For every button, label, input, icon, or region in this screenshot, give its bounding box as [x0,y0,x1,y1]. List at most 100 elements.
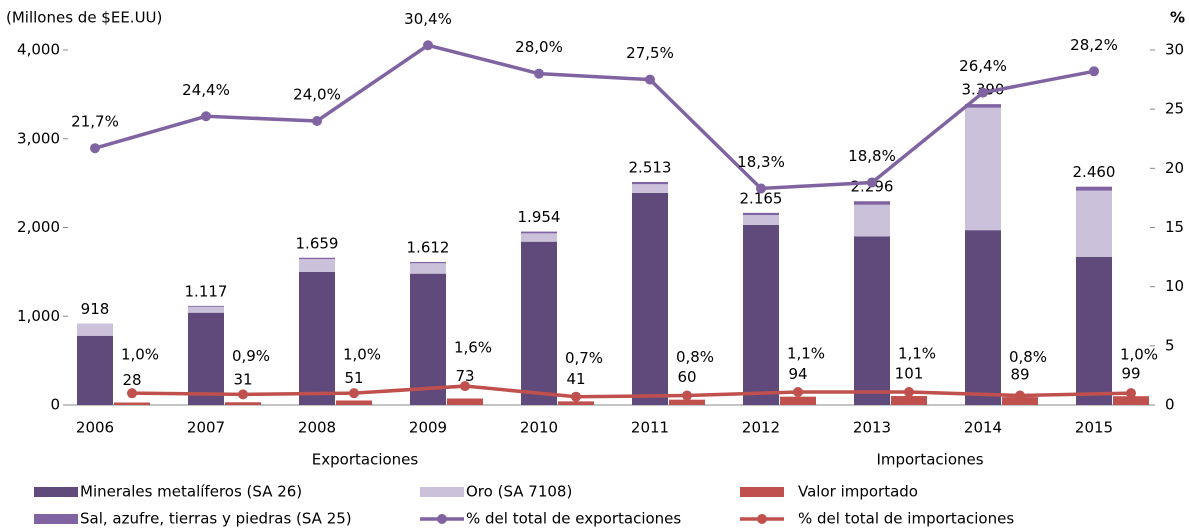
bar [891,396,927,405]
value-label: 28,0% [515,38,563,56]
bar [410,273,446,405]
y-tick-label: 4,000 [17,41,60,59]
marker [756,183,766,194]
value-label: 0,8% [676,348,714,366]
legend-label: % del total de importaciones [798,510,1014,528]
marker [127,388,137,399]
bar [854,201,890,205]
bar [299,271,335,405]
marker [90,143,100,154]
value-label: 30,4% [404,10,452,28]
bar [336,400,372,405]
marker [534,68,544,79]
value-label: 31 [233,371,252,389]
marker [238,389,248,400]
legend-swatch [34,514,78,524]
bar [1002,397,1038,405]
marker [1015,390,1025,401]
bar [114,402,150,405]
value-label: 41 [566,370,585,388]
value-label: 18,8% [848,147,896,165]
marker [1126,388,1136,399]
bar [743,212,779,216]
bar [1076,186,1112,191]
bar [854,236,890,405]
value-label: 101 [895,365,924,383]
group-label: Importaciones [876,451,983,469]
bar [77,323,113,336]
legend-label: Oro (SA 7108) [466,483,572,501]
bar [743,224,779,405]
value-label: 24,4% [182,81,230,99]
marker [201,111,211,122]
bar [188,305,224,307]
marker [645,74,655,85]
marker [349,388,359,399]
line [94,43,1095,191]
x-tick-label: 2015 [1075,419,1113,437]
value-label: 1,0% [343,346,381,364]
x-tick-label: 2009 [409,419,447,437]
total-label: 1.117 [185,282,228,300]
y2-tick-label: 20 [1165,159,1184,177]
marker [423,40,433,51]
bar [410,263,446,274]
bar [225,402,261,405]
y-tick-label: 3,000 [17,129,60,147]
line [131,384,1132,399]
y-tick-label: 1,000 [17,307,60,325]
legend-swatch [420,487,464,497]
value-label: 94 [788,365,807,383]
bar [632,181,668,185]
y2-tick-label: 25 [1165,100,1184,118]
y2-axis-title: % [1170,9,1185,27]
value-label: 0,7% [565,349,603,367]
value-label: 27,5% [626,44,674,62]
y2-tick-label: 10 [1165,277,1184,295]
value-label: 1,6% [454,339,492,357]
bar [1076,190,1112,257]
marker [682,390,692,401]
value-label: 28,2% [1070,36,1118,54]
bar [632,192,668,405]
x-tick-label: 2014 [964,419,1002,437]
bar [521,231,557,234]
total-label: 918 [81,300,110,318]
legend-label: Minerales metalíferos (SA 26) [80,483,302,501]
x-tick-label: 2011 [631,419,669,437]
bar [77,335,113,405]
x-tick-label: 2013 [853,419,891,437]
marker [793,386,803,397]
total-label: 2.165 [740,189,783,207]
y-tick-label: 0 [50,396,60,414]
bar [410,261,446,264]
marker [978,87,988,98]
value-label: 26,4% [959,57,1007,75]
value-label: 21,7% [71,113,119,131]
value-label: 1,1% [898,344,936,362]
bar [743,215,779,225]
legend-swatch [757,514,767,524]
value-label: 18,3% [737,153,785,171]
bar [965,230,1001,405]
bar [299,257,335,260]
x-tick-label: 2006 [76,419,114,437]
value-label: 28 [122,371,141,389]
total-label: 2.460 [1073,163,1116,181]
value-label: 89 [1010,366,1029,384]
bar [780,396,816,405]
bar [521,241,557,405]
value-label: 0,8% [1009,348,1047,366]
value-label: 51 [344,369,363,387]
legend-swatch [34,487,78,497]
total-label: 1.954 [518,208,561,226]
y2-tick-label: 0 [1165,396,1175,414]
group-label: Exportaciones [312,451,419,469]
x-tick-label: 2007 [187,419,225,437]
y-tick-label: 2,000 [17,218,60,236]
x-tick-label: 2008 [298,419,336,437]
bar [965,107,1001,231]
value-label: 1,1% [787,344,825,362]
bar [1113,396,1149,405]
